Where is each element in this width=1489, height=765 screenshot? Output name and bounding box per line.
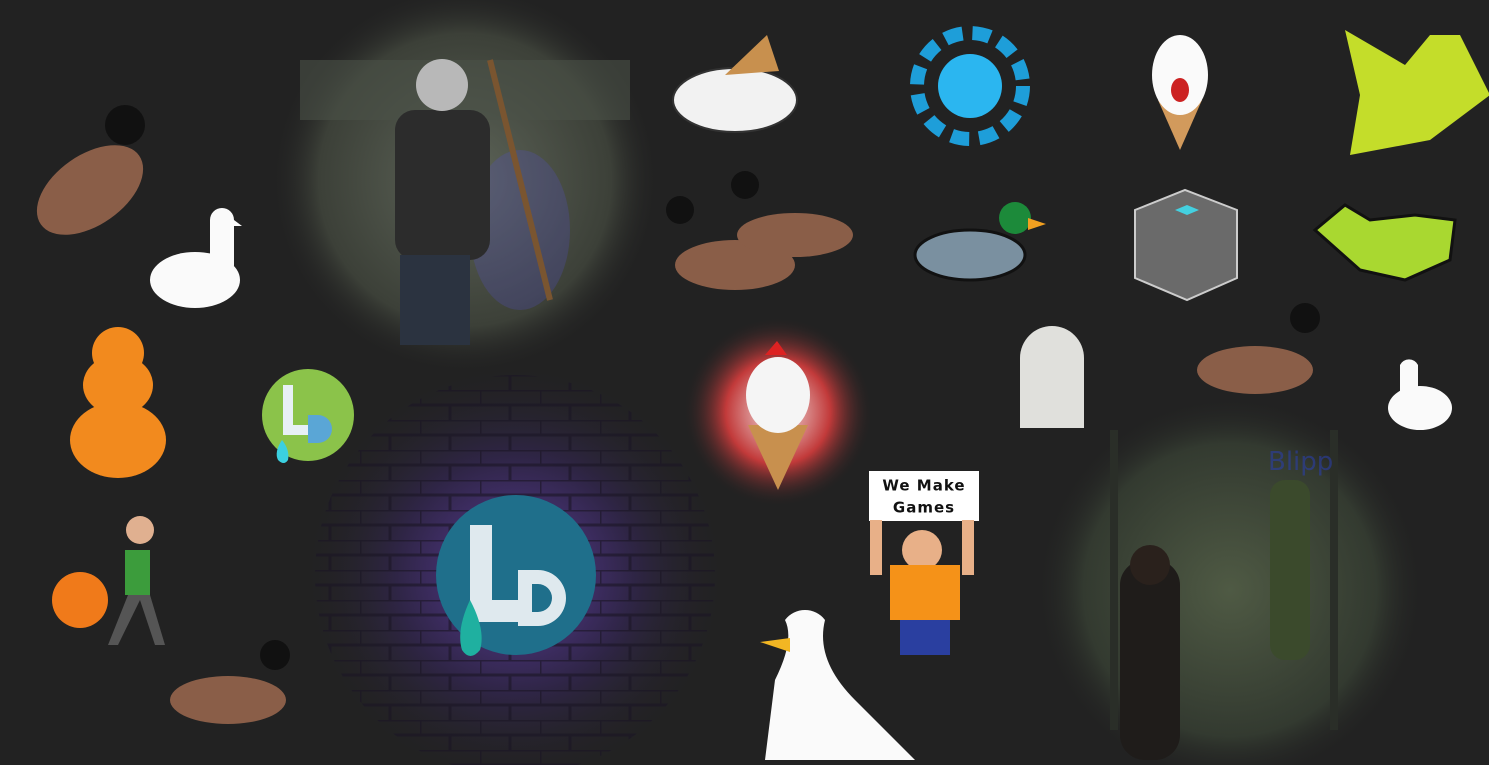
canada-goose-right-part [1290, 303, 1320, 333]
we-make-games-sign-part [867, 469, 981, 523]
white-goose-small-part [1388, 386, 1452, 430]
trick-or-treaters-part [125, 550, 150, 595]
game-screenshot-forest-part [1130, 545, 1170, 585]
melted-ice-cream-part [672, 67, 798, 133]
game-screenshot-knight-part [487, 59, 553, 301]
game-screenshot-knight-part [416, 59, 468, 111]
game-screenshot-forest-part [1110, 430, 1118, 730]
pumpkin-snowman [70, 327, 166, 478]
brick-wall-logo-part [460, 600, 482, 656]
mallard-duck-part [999, 202, 1031, 234]
canada-goose-pair [666, 171, 853, 290]
we-make-games-sign: We Make Games [867, 469, 981, 655]
green-bird-sitting-part [1312, 203, 1457, 282]
blue-ring-icon-part [910, 26, 1030, 146]
canada-goose-bottom-part [260, 640, 290, 670]
game-screenshot-knight-part [400, 255, 470, 345]
we-make-games-sign-part [890, 565, 960, 620]
ld-logo-small-part [276, 440, 289, 463]
game-screenshot-forest-part [1120, 560, 1180, 760]
canada-goose-bottom [170, 640, 290, 724]
santa-ice-cream-part [746, 357, 810, 433]
ice-cream-character-part [1158, 100, 1202, 150]
ghost [1020, 326, 1084, 428]
white-goose-large [760, 610, 915, 760]
white-goose-large-part [760, 638, 790, 652]
game-screenshot-forest: Blipp [1035, 395, 1425, 765]
white-goose-part [150, 252, 240, 308]
cube-icon [1134, 188, 1238, 302]
white-goose-part [210, 208, 242, 266]
we-make-games-sign-part [962, 520, 974, 575]
ld-logo-small-part [308, 415, 332, 443]
trick-or-treaters-part [108, 595, 165, 645]
green-bird-flying-part [1345, 30, 1489, 155]
santa-ice-cream-part [765, 341, 787, 355]
green-bird-sitting [1312, 203, 1457, 282]
game-screenshot-knight-part [395, 110, 490, 260]
green-bird-flying [1345, 30, 1489, 155]
canada-goose-pair-part [731, 171, 759, 199]
melted-ice-cream [672, 35, 798, 133]
canada-goose-part [36, 145, 144, 235]
blue-ring-icon-part [938, 54, 1002, 118]
ld-logo-small [262, 369, 354, 463]
white-goose [150, 208, 242, 308]
mallard-duck-part [1028, 218, 1046, 230]
white-goose-large-part [765, 610, 915, 760]
sign-line: Games [893, 499, 955, 517]
game-screenshot-forest-part [1330, 430, 1338, 730]
mallard-duck [913, 202, 1046, 282]
canada-goose-pair-part [666, 196, 694, 224]
trick-or-treaters-part [126, 516, 154, 544]
brick-wall-logo-part [518, 570, 566, 626]
we-make-games-sign-part [900, 620, 950, 655]
game-screenshot-forest-part [1035, 395, 1425, 765]
canada-goose-bottom-part [170, 676, 286, 724]
mallard-duck-part [913, 228, 1027, 282]
blue-ring-icon [910, 26, 1030, 146]
santa-ice-cream-part [748, 425, 808, 490]
brick-wall-logo-part [470, 525, 526, 622]
we-make-games-sign-part [870, 520, 882, 575]
ice-cream-character [1152, 35, 1208, 150]
game-screenshot-knight [270, 0, 660, 375]
cube-icon-part [1175, 205, 1199, 215]
game-label: Blipp [1268, 447, 1333, 477]
we-make-games-sign-part [902, 530, 942, 570]
brick-wall-logo-part [436, 495, 596, 655]
canada-goose-right [1197, 303, 1320, 394]
pumpkin-snowman-part [92, 327, 144, 379]
canada-goose-part [105, 105, 145, 145]
santa-ice-cream [683, 317, 873, 507]
canada-goose [36, 105, 145, 235]
pumpkin-snowman-part [70, 402, 166, 478]
ice-cream-character-part [1171, 78, 1189, 102]
canada-goose-pair-part [737, 213, 853, 257]
sign-line: We Make [882, 477, 965, 495]
white-goose-small-part [1400, 359, 1418, 395]
brick-wall-logo [300, 360, 730, 765]
canada-goose-right-part [1197, 346, 1313, 394]
ghost-part [1020, 326, 1084, 428]
cube-icon-part [1134, 188, 1238, 302]
game-screenshot-forest-part [1270, 480, 1310, 660]
ld-logo-small-part [283, 385, 311, 435]
trick-or-treaters-part [52, 572, 108, 628]
ice-cream-character-part [1152, 35, 1208, 115]
melted-ice-cream-part [725, 35, 779, 75]
white-goose-small [1388, 359, 1452, 430]
trick-or-treaters [52, 516, 165, 645]
